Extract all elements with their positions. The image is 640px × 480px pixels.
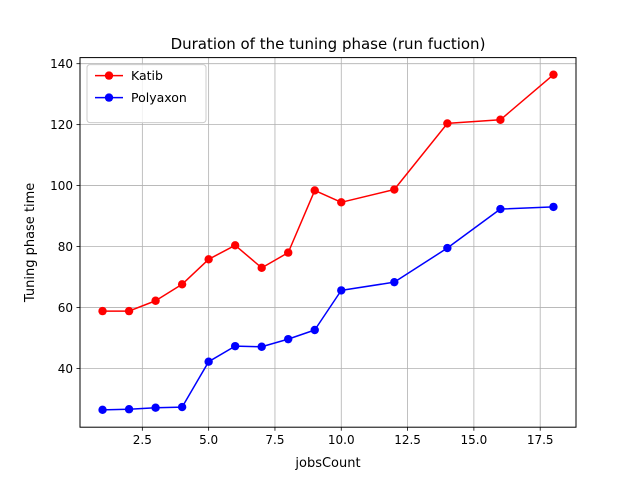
series-polyaxon (98, 202, 558, 415)
x-tick-label: 2.5 (133, 433, 152, 447)
data-point-polyaxon (98, 405, 107, 415)
y-tick-label: 100 (50, 179, 73, 193)
x-axis-label: jobsCount (294, 456, 360, 471)
y-tick-label: 80 (58, 240, 73, 254)
x-tick-label: 5.0 (199, 433, 218, 447)
x-tick-label: 15.0 (461, 433, 488, 447)
data-point-katib (177, 280, 187, 289)
series-layer (98, 70, 558, 415)
data-point-polyaxon (204, 357, 213, 366)
data-point-polyaxon (177, 402, 187, 412)
data-point-katib (390, 185, 399, 194)
series-line-polyaxon (102, 206, 554, 411)
chart-title: Duration of the tuning phase (run fuctio… (171, 35, 486, 53)
data-point-polyaxon (124, 405, 134, 414)
plot-frame (79, 57, 577, 428)
data-point-katib (284, 248, 293, 257)
y-tick-label: 140 (50, 57, 73, 71)
legend-marker-polyaxon (104, 93, 114, 102)
data-point-polyaxon (257, 342, 266, 351)
y-tick-label: 120 (50, 118, 73, 132)
legend-marker-katib (104, 71, 114, 80)
data-point-katib (257, 263, 266, 273)
data-point-katib (443, 119, 452, 128)
x-axis: 2.5 5.0 7.5 10.0 12.5 15.0 17.5 (133, 427, 554, 447)
x-tick-label: 10.0 (328, 433, 355, 447)
data-point-polyaxon (151, 403, 160, 412)
data-point-polyaxon (549, 202, 558, 212)
y-tick-label: 60 (58, 301, 73, 315)
data-point-polyaxon (230, 341, 240, 351)
legend-label-polyaxon: Polyaxon (131, 90, 187, 105)
series-line-katib (102, 74, 554, 312)
x-tick-label: 12.5 (394, 433, 421, 447)
x-tick-label: 7.5 (265, 433, 284, 447)
data-point-katib (230, 241, 240, 250)
data-point-polyaxon (443, 243, 452, 253)
series-katib (98, 70, 558, 316)
data-point-katib (496, 115, 505, 124)
legend: Katib Polyaxon (86, 64, 207, 124)
legend-box (86, 64, 207, 124)
y-axis: 40 60 80 100 120 140 (50, 57, 80, 376)
data-point-polyaxon (284, 334, 293, 344)
y-axis-label: Tuning phase time (23, 183, 38, 303)
y-tick-label: 40 (58, 362, 73, 376)
data-point-katib (204, 255, 213, 264)
data-point-polyaxon (337, 286, 346, 295)
data-point-katib (124, 306, 134, 316)
data-point-katib (310, 186, 319, 195)
data-point-polyaxon (496, 204, 505, 214)
x-tick-label: 17.5 (527, 433, 554, 447)
data-point-katib (337, 198, 346, 207)
data-point-polyaxon (310, 325, 319, 335)
data-point-katib (549, 70, 558, 79)
data-point-katib (151, 296, 160, 305)
legend-label-katib: Katib (131, 68, 163, 83)
data-point-polyaxon (390, 277, 399, 287)
grid (80, 57, 576, 428)
data-point-katib (98, 306, 107, 316)
